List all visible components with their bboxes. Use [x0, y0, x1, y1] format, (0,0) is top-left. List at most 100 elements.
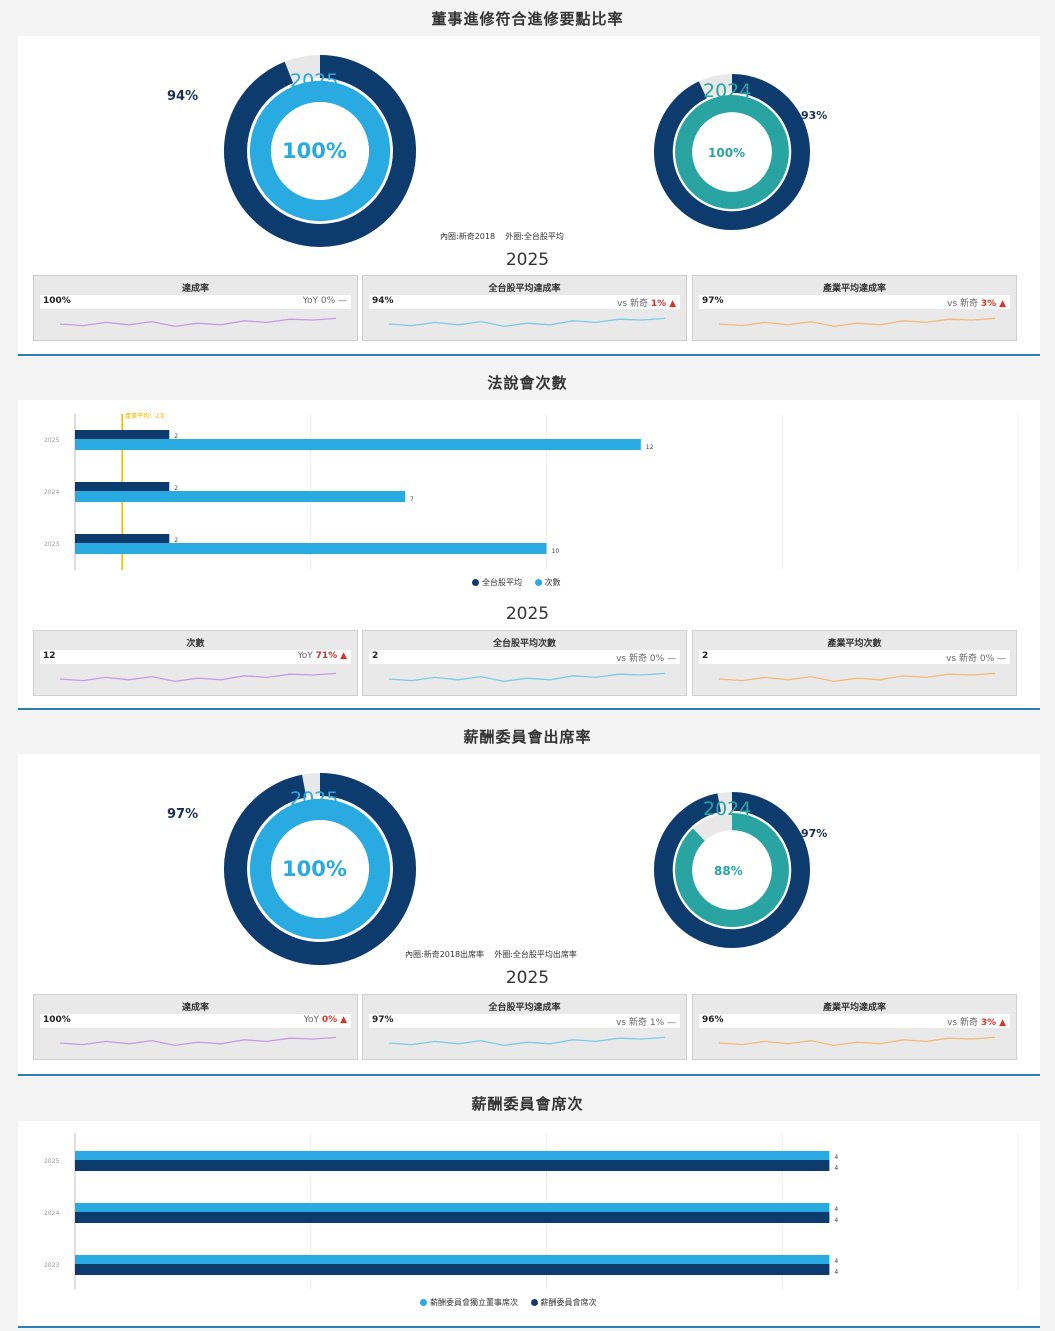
- bar-data-label: 4: [834, 1269, 838, 1276]
- kpi-sparkline: [388, 1036, 666, 1047]
- legend-attendance: 內圈:新奇2018出席率 外圈:全台股平均出席率: [405, 949, 577, 960]
- kpi-value: 97%: [702, 296, 724, 306]
- legend-training: 內圈:新奇2018 外圈:全台股平均: [440, 231, 564, 242]
- donut-outer-value: 97%: [801, 827, 828, 840]
- kpi-title: 產業平均達成率: [822, 284, 886, 294]
- bar-data-label: 4: [834, 1217, 838, 1224]
- bar-data-label: 12: [646, 444, 654, 451]
- kpi-compare: vs 新奇 0% —: [946, 654, 1006, 664]
- donut-inner-ring: [249, 80, 391, 222]
- bar: [75, 1151, 830, 1160]
- kpi-sparkline: [59, 317, 337, 328]
- kpi-compare: YoY 0% —: [302, 296, 347, 306]
- legend-dot: [530, 1299, 538, 1306]
- section-title-remuneration-attendance: 薪酬委員會出席率: [463, 728, 592, 746]
- donut-outer-ring: [224, 55, 416, 247]
- bar: [75, 439, 641, 450]
- bar: [75, 543, 547, 554]
- bar: [75, 534, 170, 543]
- kpi-card: 產業平均達成率 97% vs 新奇 3% ▲: [692, 275, 1017, 341]
- donut-outer-ring: [654, 74, 810, 230]
- kpi-compare: vs 新奇 3% ▲: [947, 299, 1006, 309]
- donut-inner-value: 100%: [282, 139, 347, 163]
- donut-year-label: 2024: [703, 798, 752, 820]
- kpi-sparkline: [718, 672, 996, 683]
- attendance-donuts: [223, 772, 810, 966]
- donut-training-2025: [223, 54, 416, 248]
- kpi-compare: YoY 71% ▲: [297, 651, 347, 661]
- kpi-compare: vs 新奇 1% ▲: [617, 299, 676, 309]
- donut-outer-ring: [654, 792, 810, 948]
- legend-item: 薪酬委員會席次: [540, 1298, 597, 1307]
- legend-dot: [420, 1299, 427, 1306]
- kpi-value: 12: [43, 651, 56, 661]
- donut-inner-ring: [675, 813, 789, 927]
- donut-year-label: 2025: [290, 788, 339, 810]
- bar: [75, 1212, 830, 1223]
- kpi-sparkline: [718, 317, 996, 328]
- donut-year-label: 2024: [703, 80, 752, 102]
- bar-data-label: 10: [552, 548, 560, 555]
- legend-dot: [472, 579, 479, 586]
- y-tick-label: 2024: [44, 489, 59, 496]
- kpi-year-label: 2025: [505, 604, 550, 624]
- donut-inner-ring: [249, 798, 391, 940]
- donut-hole: [271, 102, 369, 200]
- y-tick-label: 2024: [44, 1210, 59, 1217]
- kpi-title: 全台股平均次數: [492, 639, 556, 649]
- kpi-year-label: 2025: [505, 250, 550, 270]
- donut-hole: [692, 112, 772, 192]
- bar: [75, 1203, 830, 1212]
- legend-remuneration-seats: 薪酬委員會獨立董事席次 薪酬委員會席次: [410, 1297, 597, 1308]
- kpi-card: 產業平均達成率 96% vs 新奇 3% ▲: [692, 994, 1017, 1060]
- kpi-value-row: 97% vs 新奇 1% —: [369, 1014, 680, 1028]
- donut-outer-value: 93%: [801, 109, 828, 122]
- donut-inner-ring: [675, 95, 789, 209]
- bar-data-label: 4: [834, 1154, 838, 1161]
- legend-item: 外圈:全台股平均: [505, 232, 564, 241]
- kpi-card: 產業平均次數 2 vs 新奇 0% —: [692, 630, 1017, 696]
- kpi-value-row: 94% vs 新奇 1% ▲: [369, 295, 680, 309]
- bar: [75, 491, 406, 502]
- legend-investor-conference: 全台股平均 次數: [462, 577, 561, 588]
- donut-outer-ring: [224, 773, 416, 965]
- kpi-title: 達成率: [181, 1003, 209, 1013]
- donut-attendance-2025: [223, 772, 416, 966]
- donut-attendance-2024: [653, 792, 810, 948]
- kpi-value: 2: [702, 651, 709, 661]
- donut-outer-value: 97%: [167, 807, 199, 822]
- kpi-card: 全台股平均達成率 94% vs 新奇 1% ▲: [362, 275, 687, 341]
- bar: [75, 1264, 830, 1275]
- kpi-value-row: 100% YoY 0% —: [40, 295, 351, 309]
- kpi-card: 次數 12 YoY 71% ▲: [33, 630, 358, 696]
- donut-outer-value: 94%: [167, 89, 199, 104]
- kpi-card: 達成率 100% YoY 0% ▲: [33, 994, 358, 1060]
- kpi-card: 全台股平均達成率 97% vs 新奇 1% —: [362, 994, 687, 1060]
- donut-year-label: 2025: [290, 70, 339, 92]
- bar-chart-remuneration-seats: 2025 4 4 2024 4 4 2023 4 4: [44, 1133, 1019, 1289]
- kpi-card: 達成率 100% YoY 0% —: [33, 275, 358, 341]
- kpi-value: 100%: [43, 1015, 71, 1025]
- kpi-sparkline: [59, 1036, 337, 1047]
- legend-item: 全台股平均: [482, 578, 522, 587]
- section-title-remuneration-seats: 薪酬委員會席次: [471, 1095, 584, 1113]
- bar: [75, 482, 170, 491]
- kpi-value: 2: [372, 651, 379, 661]
- kpi-value: 100%: [43, 296, 71, 306]
- bar: [75, 430, 170, 439]
- kpi-card: 全台股平均次數 2 vs 新奇 0% —: [362, 630, 687, 696]
- kpi-title: 產業平均次數: [827, 639, 882, 649]
- y-tick-label: 2023: [44, 1262, 59, 1269]
- legend-item: 外圈:全台股平均出席率: [494, 950, 577, 959]
- bar: [75, 1160, 830, 1171]
- kpi-sparkline: [718, 1036, 996, 1047]
- kpi-value-row: 96% vs 新奇 3% ▲: [699, 1014, 1010, 1028]
- kpi-value: 97%: [372, 1015, 394, 1025]
- legend-item: 次數: [544, 578, 561, 587]
- donut-hole: [271, 820, 369, 918]
- bar-data-label: 4: [834, 1258, 838, 1265]
- donut-hole: [692, 830, 772, 910]
- legend-item: 內圈:新奇2018出席率: [405, 950, 485, 959]
- kpi-compare: vs 新奇 0% —: [616, 654, 676, 664]
- donut-inner-value: 100%: [282, 857, 347, 881]
